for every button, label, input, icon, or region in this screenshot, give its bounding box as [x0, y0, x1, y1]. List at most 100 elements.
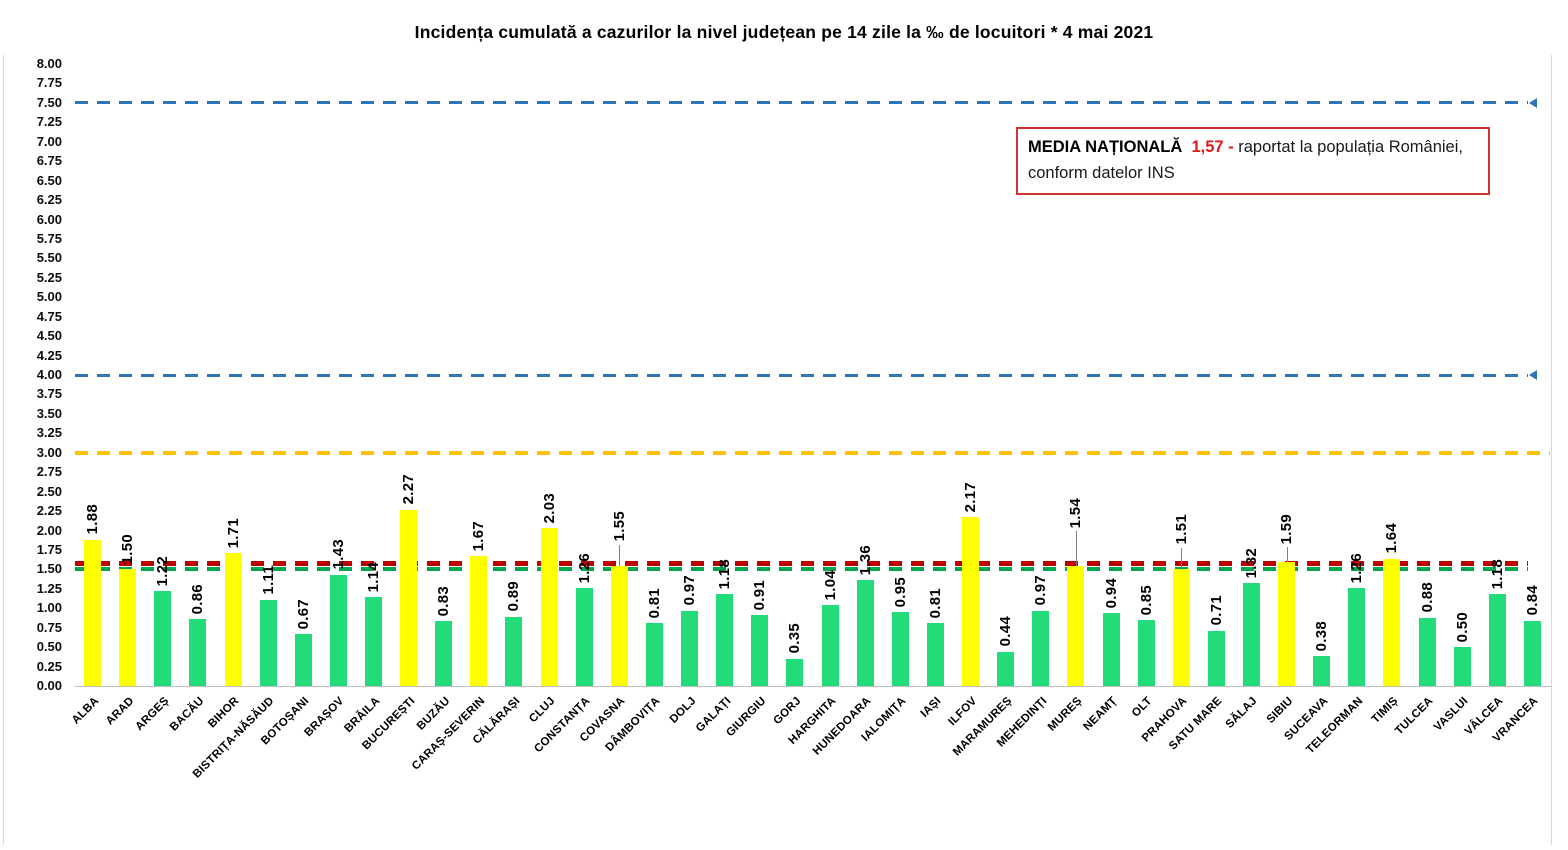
bar — [962, 517, 980, 686]
y-axis-tick-label: 7.50 — [36, 94, 62, 110]
y-axis-tick-label: 6.25 — [36, 192, 62, 208]
chart-border-right — [1551, 55, 1552, 845]
bar — [1172, 568, 1190, 686]
plot-area: 1.88 1.50 1.22 0.86 1.71 1.11 0.67 1.43 1.14 2.27… — [75, 64, 1550, 686]
chart-border-left — [3, 55, 4, 845]
bar-value-label: 0.97 — [681, 575, 699, 606]
bar-value-label: 1.04 — [821, 569, 839, 601]
y-axis-tick-label: 7.00 — [36, 133, 62, 149]
y-axis-tick-label: 5.50 — [36, 250, 62, 266]
y-axis-tick-label: 6.50 — [36, 172, 62, 188]
bar-value-label: 0.83 — [435, 586, 453, 617]
bar — [1488, 594, 1506, 686]
bar-value-label: 1.88 — [84, 504, 102, 535]
bar-value-label: 0.81 — [645, 587, 663, 619]
y-axis-tick-label: 2.50 — [36, 483, 62, 499]
bar — [1137, 619, 1155, 686]
x-axis-line — [75, 686, 1551, 687]
bar — [786, 658, 804, 686]
bar-value-label: 1.64 — [1383, 523, 1401, 554]
bar — [891, 612, 909, 686]
bar — [681, 610, 699, 686]
label-leader-line — [1181, 547, 1183, 569]
bar — [716, 594, 734, 686]
y-axis-tick-label: 6.75 — [36, 153, 62, 169]
bar — [1102, 612, 1120, 686]
bar-value-label: 0.97 — [1032, 575, 1050, 606]
y-axis-tick-label: 8.00 — [36, 56, 62, 71]
bar-value-label: 0.35 — [786, 623, 804, 654]
label-leader-line — [1286, 547, 1288, 563]
national-average-annotation: MEDIA NAȚIONALĂ 1,57 - raportat la popul… — [1016, 127, 1490, 196]
y-axis-tick-label: 4.50 — [36, 328, 62, 344]
bar-value-label: 0.38 — [1313, 621, 1331, 652]
bar — [1383, 558, 1401, 686]
y-axis-tick-label: 0.00 — [36, 678, 62, 693]
bar-value-label: 1.59 — [1278, 513, 1296, 545]
reference-line — [75, 450, 1550, 455]
y-axis-tick-label: 7.75 — [36, 75, 62, 91]
bar-value-label: 0.84 — [1523, 585, 1541, 616]
bar — [189, 619, 207, 686]
annotation-text: raportat la populația României, — [1238, 138, 1463, 156]
reference-line — [75, 567, 1528, 572]
bar — [154, 591, 172, 686]
bar — [1453, 647, 1471, 686]
bar — [505, 616, 523, 686]
bar-value-label: 1.14 — [365, 561, 382, 593]
annotation-text-line2: conform datelor INS — [1028, 163, 1175, 182]
y-axis-tick-label: 1.75 — [36, 541, 62, 557]
label-leader-line — [1075, 531, 1077, 567]
bar — [926, 623, 944, 686]
bar-value-label: 1.18 — [716, 558, 734, 590]
y-axis-tick-label: 2.00 — [36, 522, 62, 538]
bar — [540, 528, 558, 686]
bar — [1278, 562, 1296, 686]
y-axis-tick-label: 6.00 — [36, 211, 62, 227]
bar — [1348, 588, 1366, 686]
y-axis-tick-label: 5.75 — [36, 230, 62, 246]
bar-value-label: 0.89 — [505, 581, 523, 612]
bar-value-label: 1.22 — [154, 555, 172, 587]
y-axis-tick-label: 1.25 — [36, 580, 62, 596]
y-axis-tick-label: 1.50 — [36, 561, 62, 577]
bar — [997, 651, 1015, 686]
y-axis-tick-label: 4.00 — [36, 367, 62, 382]
y-axis-tick-label: 5.25 — [36, 269, 62, 285]
y-axis-tick-label: 0.75 — [36, 619, 62, 635]
bar-value-label: 1.54 — [1067, 497, 1085, 529]
bar-value-label: 0.91 — [751, 579, 769, 611]
bar-value-label: 1.32 — [1242, 547, 1260, 579]
bar — [1418, 617, 1436, 686]
y-axis-tick-label: 5.00 — [36, 289, 62, 305]
bar — [1242, 583, 1260, 686]
bar — [470, 556, 488, 686]
bar-value-label: 1.36 — [856, 544, 874, 576]
bar-value-label: 1.50 — [119, 533, 137, 565]
bar-value-label: 1.43 — [329, 539, 347, 570]
y-axis-tick-label: 3.25 — [36, 425, 62, 441]
y-axis-tick-label: 3.50 — [36, 405, 62, 421]
bar — [294, 633, 312, 686]
bar — [1207, 630, 1225, 686]
annotation-label: MEDIA NAȚIONALĂ — [1028, 138, 1183, 156]
bar-value-label: 1.71 — [224, 517, 242, 549]
bar-value-label: 2.03 — [540, 492, 558, 524]
bar — [84, 539, 102, 686]
reference-line — [75, 370, 1537, 380]
bar — [821, 605, 839, 686]
bar-value-label: 1.51 — [1172, 514, 1190, 545]
bar-value-label: 1.55 — [610, 511, 628, 542]
bar-value-label: 2.17 — [962, 481, 980, 513]
bar — [1523, 620, 1541, 686]
arrowhead-icon — [1529, 97, 1537, 108]
bar — [259, 599, 277, 686]
y-axis-tick-label: 1.00 — [36, 600, 62, 616]
bar — [365, 597, 382, 686]
y-axis-tick-label: 7.25 — [36, 114, 62, 130]
bar — [645, 623, 663, 686]
bar — [610, 565, 628, 686]
y-axis-tick-label: 3.00 — [36, 444, 62, 460]
reference-line — [75, 561, 1528, 567]
bar — [400, 509, 418, 686]
